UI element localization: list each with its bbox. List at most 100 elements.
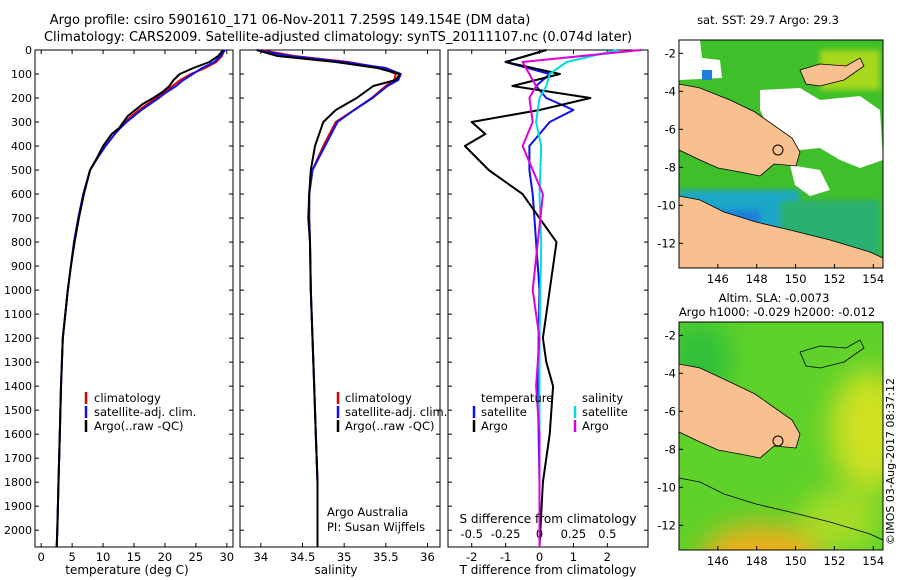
map-lon-tick-label: 154 xyxy=(862,272,884,286)
temperature-diff-tick-label: -2 xyxy=(466,550,477,564)
sla-high-patch xyxy=(830,370,883,490)
credit-line-1: Argo Australia xyxy=(327,505,408,519)
salinity-panel: 34 34.5 35 35.5 36 salinity climatology sate… xyxy=(239,49,447,577)
legend-t-argo-label: Argo xyxy=(481,419,508,433)
sla-map-ticks: 146 148 150 152 154 -2 -4 -6 -8 -10 -12 xyxy=(657,328,884,568)
sst-cloud-mask xyxy=(679,40,883,196)
map-lon-tick-label: 146 xyxy=(707,272,729,286)
map-lon-tick-label: 152 xyxy=(823,554,845,568)
temperature-tick-label: 30 xyxy=(219,550,234,564)
map-lon-tick-label: 148 xyxy=(746,272,768,286)
depth-tick-label: 300 xyxy=(11,116,32,129)
temperature-panel: 0100200300400500600700800900100011001200… xyxy=(4,44,234,577)
difference-depth-ticks xyxy=(448,49,648,531)
sla-map-subtitle: Argo h1000: -0.029 h2000: -0.012 xyxy=(679,305,875,319)
salinity-legend: climatology satellite-adj. clim. Argo(..… xyxy=(336,391,447,433)
difference-series xyxy=(463,49,642,548)
depth-tick-label: 700 xyxy=(11,212,32,225)
sst-land-new-guinea xyxy=(679,83,801,177)
sla-land-australia xyxy=(679,477,883,550)
map-lat-tick-label: -8 xyxy=(665,160,676,174)
depth-tick-label: 1000 xyxy=(4,284,32,297)
temperature-tick-label: 20 xyxy=(158,550,173,564)
legend-climatology-label: climatology xyxy=(94,391,161,405)
series-line-satellite-adj-clim- xyxy=(256,49,402,547)
map-lat-tick-label: -6 xyxy=(665,122,676,136)
temperature-tick-label: 15 xyxy=(127,550,142,564)
legend-climatology-label: climatology xyxy=(345,391,412,405)
salinity-tick-label: 34 xyxy=(254,550,269,564)
depth-tick-label: 800 xyxy=(11,236,32,249)
depth-tick-label: 1300 xyxy=(4,356,32,369)
difference-legend: temperature satellite Argo salinity sate… xyxy=(472,391,628,433)
temperature-diff-tick-label: 1 xyxy=(570,550,577,564)
map-lat-tick-label: -4 xyxy=(665,366,676,380)
map-lat-tick-label: -10 xyxy=(657,480,676,494)
map-lat-tick-label: -2 xyxy=(665,328,676,342)
salinity-tick-label: 34.5 xyxy=(290,550,316,564)
temperature-legend: climatology satellite-adj. clim. Argo(..… xyxy=(84,391,196,433)
map-lon-tick-label: 148 xyxy=(746,554,768,568)
legend-satellite-label: satellite-adj. clim. xyxy=(94,405,196,419)
sla-map: Altim. SLA: -0.0073 Argo h1000: -0.029 h… xyxy=(657,291,884,568)
depth-tick-label: 1100 xyxy=(4,308,32,321)
series-line-salinity-argo xyxy=(521,49,642,547)
sst-map-title: sat. SST: 29.7 Argo: 29.3 xyxy=(697,13,839,27)
title-line-2: Climatology: CARS2009. Satellite-adjuste… xyxy=(44,30,632,45)
salinity-diff-tick-label: -0.5 xyxy=(461,527,483,541)
temperature-x-ticks: 0 5 10 15 20 25 30 xyxy=(38,50,234,564)
series-line-climatology xyxy=(260,49,397,547)
series-line-temperature-argo xyxy=(463,49,592,548)
temperature-diff-tick-label: 0 xyxy=(536,550,543,564)
map-lat-tick-label: -12 xyxy=(657,236,676,250)
legend-temperature-heading: temperature xyxy=(481,391,553,405)
temperature-tick-label: 5 xyxy=(68,550,75,564)
series-line-climatology xyxy=(55,49,226,548)
difference-axes-frame xyxy=(447,49,649,548)
salinity-diff-tick-label: -0.25 xyxy=(491,527,521,541)
map-lon-tick-label: 146 xyxy=(707,554,729,568)
depth-tick-label: 1200 xyxy=(4,332,32,345)
sst-blue-pixel xyxy=(702,70,712,80)
timestamp-label: ©IMOS 03-Aug-2017 08:37:12 xyxy=(884,378,897,545)
salinity-series xyxy=(256,49,402,547)
depth-tick-label: 1500 xyxy=(4,404,32,417)
salinity-x-ticks: 34 34.5 35 35.5 36 xyxy=(254,50,435,564)
depth-tick-label: 900 xyxy=(11,260,32,273)
depth-tick-label: 1700 xyxy=(4,452,32,465)
map-lat-tick-label: -12 xyxy=(657,518,676,532)
depth-tick-label: 1600 xyxy=(4,428,32,441)
legend-salinity-heading: salinity xyxy=(582,391,623,405)
sst-land-australia xyxy=(679,195,883,268)
map-lat-tick-label: -2 xyxy=(665,46,676,60)
salinity-tick-label: 35 xyxy=(337,550,352,564)
sla-high-patch xyxy=(702,525,818,550)
series-line-salinity-satellite xyxy=(535,49,618,547)
difference-panel: -2 -1 0 1 2-0.5 -0.25 0 0.25 0.5 T difference fr… xyxy=(447,49,649,577)
salinity-axes-frame xyxy=(239,49,441,548)
sla-profile-location-marker xyxy=(772,435,784,447)
map-lat-tick-label: -6 xyxy=(665,404,676,418)
difference-xlabel: T difference from climatology xyxy=(459,563,637,577)
legend-s-satellite-label: satellite xyxy=(582,405,628,419)
salinity-diff-tick-label: 0.5 xyxy=(598,527,616,541)
title-line-1: Argo profile: csiro 5901610_171 06-Nov-2… xyxy=(50,13,531,28)
salinity-diff-tick-label: 0.25 xyxy=(561,527,587,541)
sst-map: sat. SST: 29.7 Argo: 29.3 146 148 150 152 15… xyxy=(657,13,884,286)
series-line-satellite-adj-clim- xyxy=(55,49,226,548)
series-line-argo-raw-qc- xyxy=(55,49,224,548)
salinity-xlabel: salinity xyxy=(314,563,357,577)
legend-t-satellite-label: satellite xyxy=(481,405,527,419)
temperature-tick-label: 10 xyxy=(96,550,111,564)
depth-tick-label: 1800 xyxy=(4,476,32,489)
map-lon-tick-label: 154 xyxy=(862,554,884,568)
temperature-xlabel: temperature (deg C) xyxy=(65,563,188,577)
salinity-depth-ticks xyxy=(240,49,440,531)
temperature-depth-ticks: 0 100 200 300 400 500 600 700 800 900 1000 1100 1200… xyxy=(4,44,233,537)
temperature-diff-tick-label: 2 xyxy=(604,550,611,564)
salinity-tick-label: 35.5 xyxy=(373,550,399,564)
map-lat-tick-label: -4 xyxy=(665,84,676,98)
map-lon-tick-label: 150 xyxy=(785,272,807,286)
legend-argo-label: Argo(..raw -QC) xyxy=(345,419,435,433)
salinity-tick-label: 36 xyxy=(420,550,435,564)
